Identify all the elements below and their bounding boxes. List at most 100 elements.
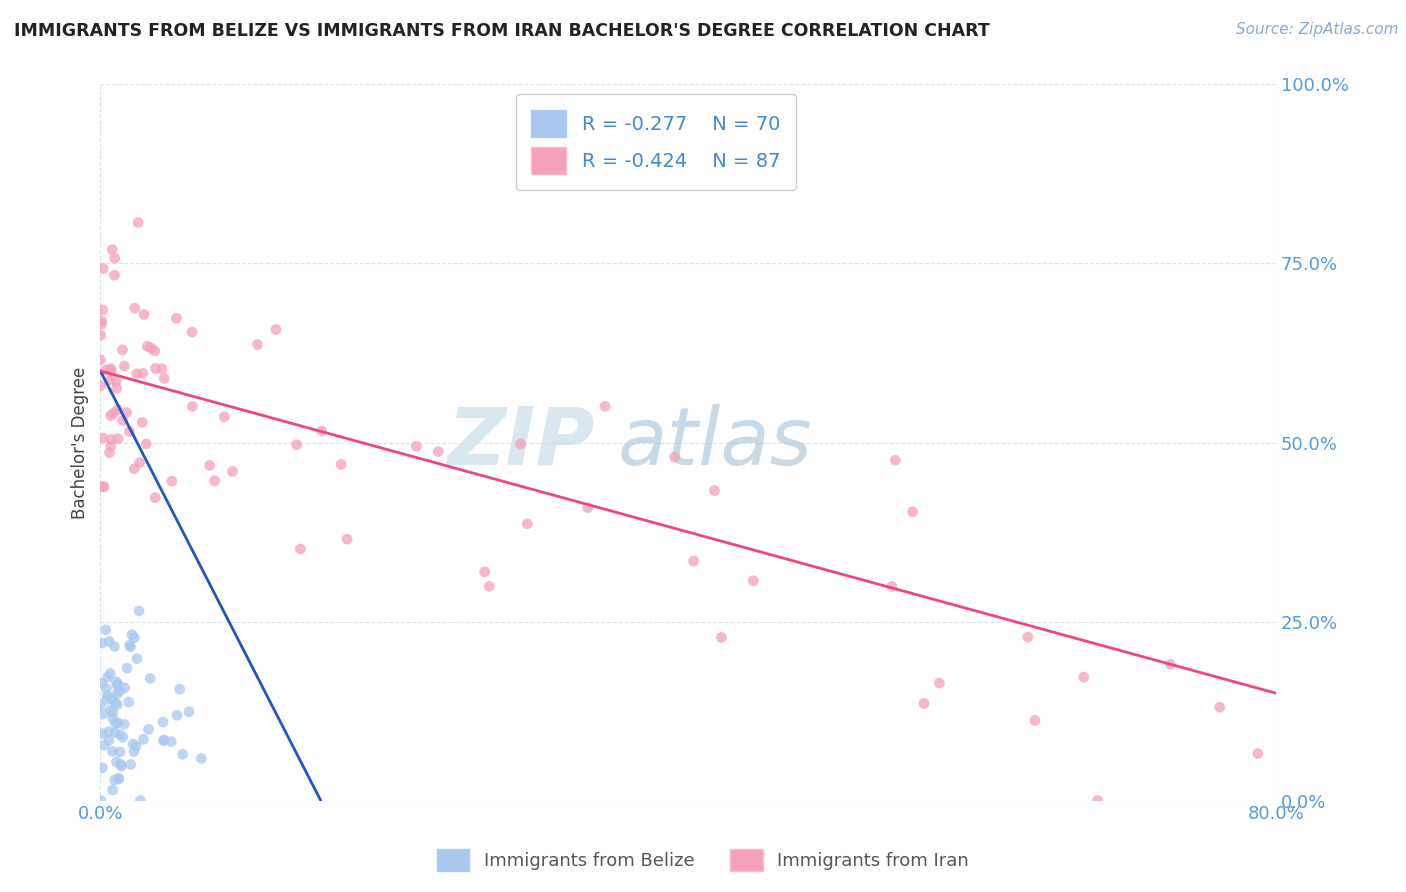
- Point: [122, 737, 145, 751]
- Point: [90, 314, 112, 328]
- Point: [91, 761, 114, 775]
- Text: ZIP: ZIP: [447, 403, 595, 482]
- Point: [105, 678, 128, 692]
- Point: [91, 727, 114, 741]
- Legend: R = -0.277    N = 70, R = -0.424    N = 87: R = -0.277 N = 70, R = -0.424 N = 87: [516, 95, 796, 190]
- Point: [90, 328, 112, 343]
- Point: [190, 751, 212, 765]
- Text: Source: ZipAtlas.com: Source: ZipAtlas.com: [1236, 22, 1399, 37]
- Point: [1209, 700, 1232, 714]
- Point: [150, 361, 173, 376]
- Point: [114, 681, 136, 695]
- Point: [742, 574, 765, 588]
- Point: [198, 458, 221, 473]
- Point: [121, 628, 143, 642]
- Point: [143, 343, 166, 358]
- Point: [100, 363, 122, 377]
- Point: [153, 371, 176, 385]
- Point: [1087, 794, 1109, 808]
- Point: [1017, 630, 1039, 644]
- Point: [107, 402, 129, 417]
- Point: [111, 343, 134, 357]
- Point: [91, 636, 114, 650]
- Point: [115, 661, 138, 675]
- Point: [111, 413, 134, 427]
- Point: [101, 243, 124, 257]
- Point: [214, 409, 236, 424]
- Point: [107, 432, 129, 446]
- Point: [90, 676, 112, 690]
- Point: [664, 450, 686, 464]
- Point: [177, 705, 200, 719]
- Point: [405, 439, 427, 453]
- Point: [104, 696, 127, 710]
- Point: [1247, 747, 1270, 761]
- Point: [105, 374, 128, 388]
- Point: [97, 733, 120, 747]
- Point: [100, 439, 122, 453]
- Point: [91, 302, 114, 317]
- Point: [880, 580, 903, 594]
- Point: [107, 772, 129, 786]
- Point: [98, 704, 121, 718]
- Point: [118, 695, 141, 709]
- Point: [118, 425, 141, 439]
- Point: [131, 416, 153, 430]
- Point: [89, 698, 111, 713]
- Point: [330, 458, 353, 472]
- Point: [90, 794, 112, 808]
- Point: [107, 678, 129, 692]
- Point: [94, 363, 117, 377]
- Point: [901, 505, 924, 519]
- Point: [169, 682, 191, 697]
- Point: [91, 431, 114, 445]
- Point: [1024, 714, 1046, 728]
- Point: [101, 783, 124, 797]
- Point: [166, 708, 188, 723]
- Point: [129, 794, 152, 808]
- Point: [105, 755, 128, 769]
- Point: [91, 480, 114, 494]
- Point: [120, 640, 142, 654]
- Point: [128, 604, 150, 618]
- Point: [100, 409, 122, 423]
- Point: [703, 483, 725, 498]
- Point: [912, 697, 935, 711]
- Point: [336, 532, 359, 546]
- Point: [124, 631, 146, 645]
- Point: [172, 747, 194, 762]
- Point: [165, 311, 187, 326]
- Point: [108, 745, 131, 759]
- Point: [108, 684, 131, 698]
- Point: [132, 732, 155, 747]
- Point: [127, 215, 149, 229]
- Point: [94, 623, 117, 637]
- Point: [89, 352, 111, 367]
- Point: [204, 474, 226, 488]
- Point: [139, 672, 162, 686]
- Point: [221, 465, 243, 479]
- Point: [104, 252, 127, 266]
- Y-axis label: Bachelor's Degree: Bachelor's Degree: [72, 367, 89, 518]
- Point: [93, 480, 115, 494]
- Point: [509, 436, 531, 450]
- Text: IMMIGRANTS FROM BELIZE VS IMMIGRANTS FROM IRAN BACHELOR'S DEGREE CORRELATION CHA: IMMIGRANTS FROM BELIZE VS IMMIGRANTS FRO…: [14, 22, 990, 40]
- Point: [96, 670, 118, 684]
- Point: [120, 757, 142, 772]
- Point: [101, 744, 124, 758]
- Point: [576, 500, 599, 515]
- Point: [311, 424, 333, 438]
- Point: [103, 406, 125, 420]
- Point: [118, 638, 141, 652]
- Point: [97, 724, 120, 739]
- Point: [143, 491, 166, 505]
- Point: [153, 734, 176, 748]
- Point: [105, 674, 128, 689]
- Point: [478, 579, 501, 593]
- Point: [105, 687, 128, 701]
- Point: [160, 734, 183, 748]
- Point: [105, 381, 128, 395]
- Point: [103, 772, 125, 787]
- Point: [103, 640, 125, 654]
- Legend: Immigrants from Belize, Immigrants from Iran: Immigrants from Belize, Immigrants from …: [430, 842, 976, 879]
